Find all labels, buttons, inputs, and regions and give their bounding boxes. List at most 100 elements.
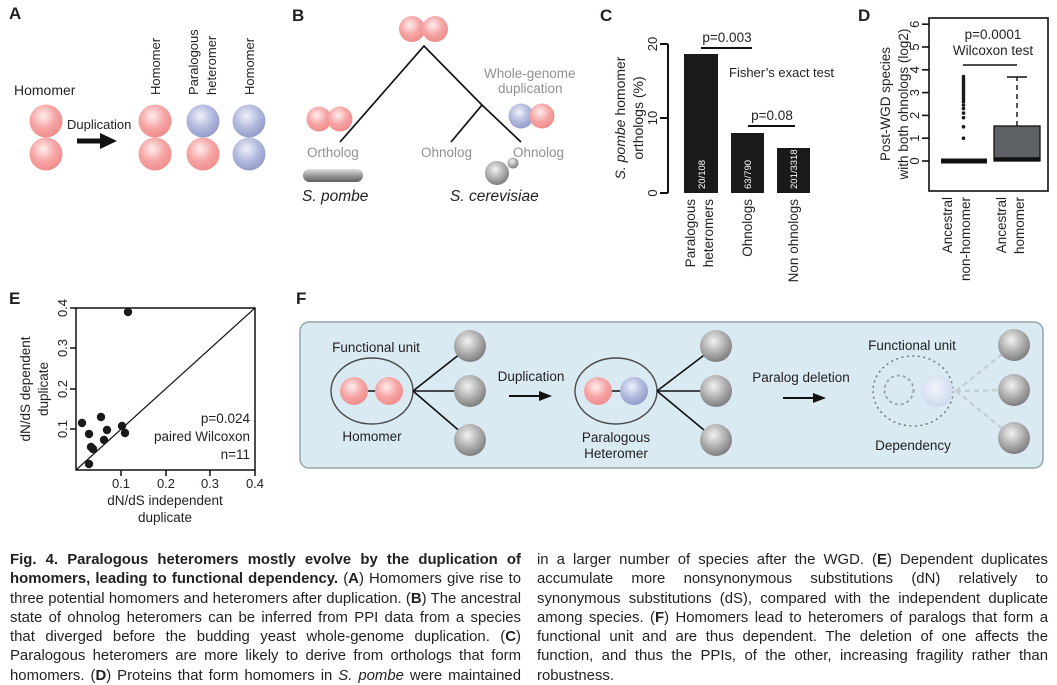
e-identity-line: [75, 307, 256, 471]
d-xlabel-cat1-line2: non-homomer: [958, 197, 973, 282]
f-background-box: [299, 321, 1044, 469]
s-pombe-label: S. pombe: [302, 188, 369, 205]
e-y-tick-3: 0.3: [55, 339, 70, 357]
e-x-axis-title-line2: duplicate: [138, 510, 192, 525]
panel-e-letter: E: [9, 289, 20, 308]
figure-panels: A Homomer Duplication Homomer Paralogous…: [9, 4, 1049, 525]
f-deleted-paralog-ghost: [883, 374, 915, 406]
d-y-tick-1: 1: [907, 135, 922, 142]
product-paralogous-heteromer-dimer: [186, 104, 220, 171]
e-pvalue: p=0.024: [201, 411, 251, 426]
ortholog-label: Ortholog: [307, 145, 359, 160]
d-group2-box: [993, 76, 1041, 162]
panel-a-letter: A: [9, 4, 21, 23]
panel-d-boxplot: D Post-WGD species with both ohnologs (l…: [858, 6, 1049, 282]
d-y-tick-2: 2: [907, 112, 922, 119]
d-xlabel-cat1-line1: Ancestral: [940, 197, 955, 253]
f-left-partner-proteins: [454, 330, 486, 456]
wgd-heteromer-dimer: [508, 103, 555, 129]
s-cerevisiae-cell-icon: [485, 157, 519, 185]
c-bar2-count: 63/790: [743, 160, 754, 189]
duplication-arrow-icon: [77, 133, 117, 149]
f-heteromer-label: Heteromer: [584, 446, 648, 461]
ancestral-homomer-dimer: [29, 104, 63, 171]
e-n-label: n=11: [221, 447, 250, 462]
e-x-tick-3: 0.3: [201, 476, 219, 491]
product-heteromer-label-line1: Paralogous: [186, 29, 201, 95]
duplication-label: Duplication: [67, 117, 131, 132]
c-bar3-count: 201/3318: [789, 149, 800, 189]
e-y-axis-title-line1: dN/dS dependent: [18, 336, 33, 441]
d-y-tick-4: 4: [907, 66, 922, 73]
product-homomer-1-label: Homomer: [148, 37, 163, 95]
c-pvalue-left: p=0.003: [702, 30, 751, 45]
f-paralogous-label: Paralogous: [582, 430, 651, 445]
e-y-tick-1: 0.1: [55, 420, 70, 438]
phylogenetic-tree: [339, 44, 522, 143]
caption-column-1: Fig. 4. Paralogous heteromers mostly evo…: [10, 552, 521, 684]
panel-f-schematic: F Functional unit Homomer Duplication: [296, 289, 1044, 469]
figure-caption: Fig. 4. Paralogous heteromers mostly evo…: [10, 551, 1048, 685]
d-group1-outlier-points: [961, 74, 966, 140]
panel-e-scatter: E 0.1 0.2 0.3 0.4 0.1 0.2 0.3 0.4 dN/dS …: [9, 289, 264, 525]
f-deletion-arrow-icon: [783, 393, 826, 403]
panel-b: B Whole-genome duplication Ortholog Ohno…: [292, 6, 576, 205]
c-bar1-count: 20/108: [697, 160, 708, 189]
d-y-axis-title-line2: with both ohnologs (log2): [896, 29, 911, 181]
f-functional-unit-right-label: Functional unit: [868, 338, 956, 353]
c-y-axis: [660, 43, 669, 194]
c-bar-paralogous-heteromers: [684, 54, 718, 193]
s-cerevisiae-label: S. cerevisiae: [450, 188, 539, 205]
e-axis-ticks: [70, 307, 256, 476]
c-bar-ohnologs: [731, 133, 764, 193]
f-duplication-label: Duplication: [498, 369, 565, 384]
f-heteromer-unit: [574, 357, 658, 425]
product-homomer-2-dimer: [232, 104, 266, 171]
d-y-axis-ticks: [922, 23, 929, 162]
homomer-left-label: Homomer: [14, 82, 76, 98]
product-homomer-1-dimer: [138, 104, 172, 171]
c-pvalue-right: p=0.08: [751, 108, 793, 123]
d-xlabel-cat2-line1: Ancestral: [994, 197, 1009, 253]
panel-c-letter: C: [600, 6, 612, 25]
f-remaining-paralog: [921, 375, 953, 407]
c-test-label: Fisher’s exact test: [729, 65, 834, 80]
e-y-tick-4: 0.4: [55, 299, 70, 317]
c-bar-non-ohnologs: [777, 148, 810, 193]
c-y-tick-0: 0: [645, 189, 660, 196]
f-middle-partner-proteins: [700, 330, 732, 456]
f-right-partner-proteins: [998, 329, 1030, 454]
panel-d-letter: D: [858, 6, 870, 25]
c-y-axis-title-line1: S. pombe homomer: [612, 56, 628, 179]
panel-a: A Homomer Duplication Homomer Paralogous…: [9, 4, 266, 171]
d-test-label: Wilcoxon test: [953, 43, 1034, 58]
s-pombe-cell-icon: [303, 169, 363, 182]
e-x-tick-1: 0.1: [112, 476, 130, 491]
d-y-axis-title-line1: Post-WGD species: [878, 47, 893, 161]
f-degraded-unit: [872, 355, 954, 427]
ortholog-dimer: [306, 106, 353, 132]
d-plot-frame: [928, 17, 1049, 192]
d-pvalue: p=0.0001: [965, 27, 1022, 42]
f-paralog-deletion-label: Paralog deletion: [752, 370, 850, 385]
e-x-axis-title-line1: dN/dS independent: [107, 493, 223, 508]
d-y-tick-5: 5: [907, 43, 922, 50]
e-y-axis-title-line2: duplicate: [36, 362, 51, 416]
d-y-tick-6: 6: [907, 21, 922, 28]
d-y-tick-0: 0: [907, 157, 922, 164]
ohnolog-left-label: Ohnolog: [421, 145, 472, 160]
ancestor-dimer: [399, 16, 448, 42]
c-xlabel-cat1-line2: heteromers: [701, 199, 716, 268]
wgd-label-line1: Whole-genome: [484, 66, 576, 81]
e-y-tick-2: 0.2: [55, 380, 70, 398]
c-y-tick-10: 10: [645, 111, 660, 125]
f-duplication-arrow-icon: [509, 391, 552, 401]
c-xlabel-cat1-line1: Paralogous: [683, 199, 698, 268]
c-y-tick-20: 20: [645, 37, 660, 51]
e-x-tick-4: 0.4: [246, 476, 264, 491]
f-homomer-label: Homomer: [342, 429, 402, 444]
product-heteromer-label-line2: heteromer: [204, 35, 219, 95]
e-x-tick-2: 0.2: [157, 476, 175, 491]
c-y-axis-title-line2: orthologs (%): [630, 76, 646, 159]
panel-c-bar-chart: C S. pombe homomer orthologs (%) 20 10 0…: [600, 6, 834, 282]
